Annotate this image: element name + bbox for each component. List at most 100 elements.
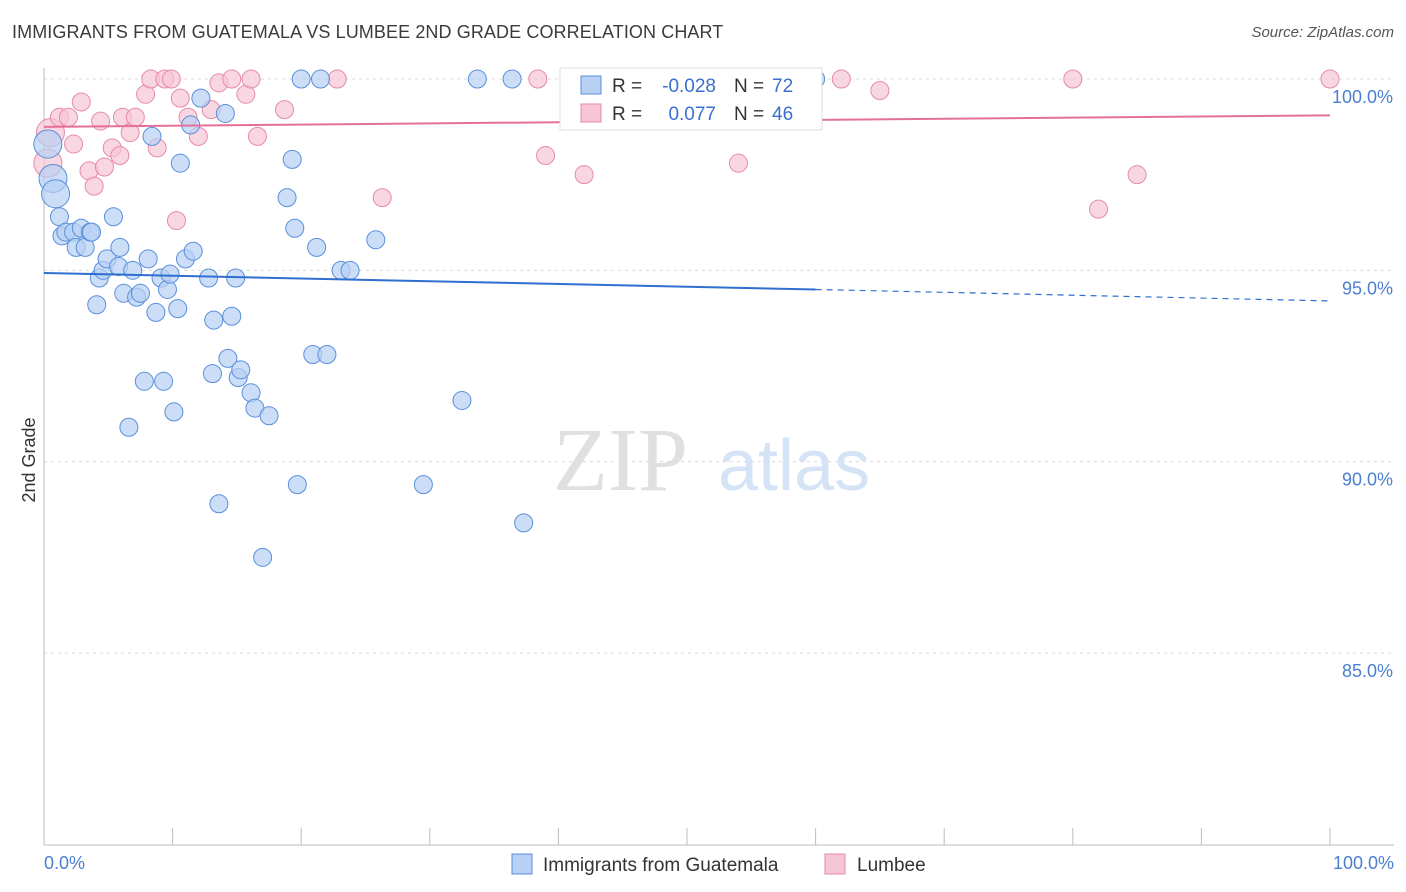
legend-label-lumbee: Lumbee [857,855,926,876]
lumbee-point [274,100,294,120]
guatemala-point [277,188,297,208]
lumbee-point [71,92,91,112]
guatemala-point [202,364,222,384]
guatemala-point [452,390,472,410]
stats-swatch-pink [580,103,602,123]
lumbee-point [84,176,104,196]
stats-n-label-pink: N = [734,104,764,125]
y-tick-label: 90.0% [1342,470,1393,490]
legend-label-guatemala: Immigrants from Guatemala [543,855,779,876]
stats-r-value-pink: 0.077 [668,104,716,125]
x-tick-label-max: 100.0% [1333,853,1394,873]
stats-swatch-blue [580,75,602,95]
guatemala-point [183,241,203,261]
guatemala-points [33,69,826,567]
legend-swatch-guatemala [511,853,533,875]
stats-r-value-blue: -0.028 [662,76,716,97]
guatemala-point [282,149,302,169]
guatemala-point [160,264,180,284]
lumbee-point [372,188,392,208]
guatemala-point [366,230,386,250]
source-label: Source: ZipAtlas.com [1251,24,1394,41]
lumbee-point [166,211,186,231]
chart-title: IMMIGRANTS FROM GUATEMALA VS LUMBEE 2ND … [12,22,724,42]
guatemala-point [199,268,219,288]
y-tick-labels: 100.0% 95.0% 90.0% 85.0% [1332,87,1393,681]
guatemala-point [231,360,251,380]
trend-line-guatemala [43,272,816,291]
lumbee-point [870,80,890,100]
lumbee-point [91,111,111,131]
guatemala-point [103,207,123,227]
lumbee-point [64,134,84,154]
lumbee-point [574,165,594,185]
guatemala-point [154,371,174,391]
stats-box: R = -0.028 N = 72 R = 0.077 N = 46 [559,67,823,131]
guatemala-point [215,103,235,123]
lumbee-point [1063,69,1083,89]
guatemala-point [307,237,327,257]
lumbee-point [528,69,548,89]
lumbee-point [536,146,556,166]
stats-box-frame [559,67,823,131]
trend-line-guatemala-extension [815,288,1331,302]
y-tick-label: 85.0% [1342,661,1393,681]
guatemala-point [123,260,143,280]
guatemala-point [138,249,158,269]
guatemala-point [119,417,139,437]
lumbee-point [1320,69,1340,89]
lumbee-point [728,153,748,173]
lumbee-point [125,107,145,127]
lumbee-point [247,126,267,146]
guatemala-point [87,295,107,315]
lumbee-point [831,69,851,89]
guatemala-point [340,260,360,280]
guatemala-point [317,345,337,365]
y-axis-title: 2nd Grade [19,417,39,502]
guatemala-point [291,69,311,89]
guatemala-point [170,153,190,173]
guatemala-point [259,406,279,426]
guatemala-point [222,306,242,326]
guatemala-point [130,283,150,303]
guatemala-point [110,237,130,257]
lumbee-points [33,69,1340,231]
watermark-zip: ZIP [553,411,688,510]
guatemala-point [168,299,188,319]
guatemala-point [310,69,330,89]
lumbee-point [110,146,130,166]
guatemala-point [146,302,166,322]
lumbee-point [241,69,261,89]
y-tick-label: 100.0% [1332,87,1393,107]
stats-n-label-blue: N = [734,76,764,97]
guatemala-point [467,69,487,89]
lumbee-point [170,88,190,108]
stats-n-value-pink: 46 [772,104,793,125]
guatemala-point [287,475,307,495]
guatemala-point [285,218,305,238]
stats-r-label-blue: R = [612,76,642,97]
guatemala-point [218,348,238,368]
guatemala-point [134,371,154,391]
watermark-atlas: atlas [718,426,870,506]
guatemala-point [204,310,224,330]
x-ticks [43,828,1331,845]
guatemala-point [209,494,229,514]
lumbee-point [222,69,242,89]
guatemala-point [413,475,433,495]
legend: Immigrants from Guatemala Lumbee [511,853,926,876]
lumbee-point [161,69,181,89]
guatemala-point [33,129,63,159]
guatemala-point [514,513,534,533]
lumbee-point [58,107,78,127]
stats-r-label-pink: R = [612,104,642,125]
legend-swatch-lumbee [824,853,846,875]
guatemala-point [142,126,162,146]
x-tick-label-min: 0.0% [44,853,85,873]
guatemala-point [502,69,522,89]
lumbee-point [1127,165,1147,185]
y-tick-label: 95.0% [1342,278,1393,298]
lumbee-point [327,69,347,89]
guatemala-point [41,179,71,209]
